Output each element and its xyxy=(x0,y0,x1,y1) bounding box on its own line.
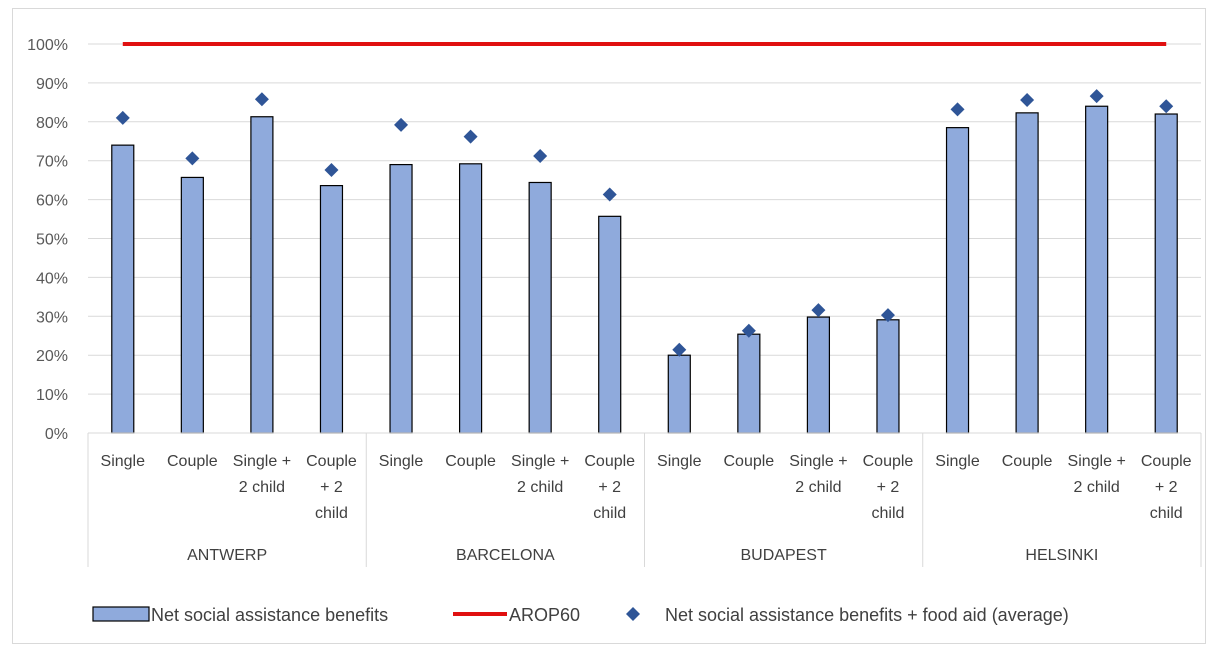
y-tick-label: 40% xyxy=(36,270,68,287)
bar xyxy=(737,333,761,434)
bar xyxy=(667,354,691,434)
x-category-label: Couple xyxy=(445,453,496,470)
y-tick-label: 30% xyxy=(36,309,68,326)
x-category-label: child xyxy=(1150,505,1183,522)
x-category-label: Couple xyxy=(1141,453,1192,470)
bar xyxy=(319,184,344,434)
diamond-marker xyxy=(254,92,269,107)
diamond-marker xyxy=(533,149,548,164)
diamond-marker xyxy=(880,308,895,323)
x-category-label: Single xyxy=(935,453,980,470)
x-group-label: BARCELONA xyxy=(456,547,555,564)
diamond-marker xyxy=(602,187,617,202)
x-category-label: + 2 xyxy=(320,479,343,496)
diamond-marker xyxy=(811,303,826,318)
x-category-label: child xyxy=(315,505,348,522)
chart: 0% 10% 20% 30% 40% 50% 60% 70% 80% 90% 100% Single… xyxy=(27,37,1202,625)
x-group-label: HELSINKI xyxy=(1025,547,1098,564)
x-group-label: ANTWERP xyxy=(187,547,267,564)
bar xyxy=(806,316,831,434)
y-tick-label: 0% xyxy=(45,426,68,443)
x-category-label: + 2 xyxy=(1155,479,1178,496)
bar xyxy=(945,127,970,434)
bar xyxy=(389,163,413,434)
legend-marker-swatch xyxy=(626,607,640,621)
x-category-label: + 2 xyxy=(598,479,621,496)
x-category-label: 2 child xyxy=(517,479,563,496)
y-tick-label: 60% xyxy=(36,193,68,210)
bar xyxy=(876,319,900,434)
bar xyxy=(458,163,483,434)
x-axis: Single Couple Single + 2 child Couple + 2 chil… xyxy=(87,432,1202,567)
diamond-marker xyxy=(672,342,687,357)
y-tick-label: 20% xyxy=(36,348,68,365)
chart-frame: 0% 10% 20% 30% 40% 50% 60% 70% 80% 90% 100% Single… xyxy=(12,8,1206,644)
x-category-label: Couple xyxy=(863,453,914,470)
x-category-label: 2 child xyxy=(795,479,841,496)
x-category-label: Couple xyxy=(584,453,635,470)
x-category-label: + 2 xyxy=(877,479,900,496)
bar xyxy=(528,181,552,434)
x-category-label: 2 child xyxy=(1074,479,1120,496)
y-tick-label: 80% xyxy=(36,115,68,132)
x-category-label: Couple xyxy=(723,453,774,470)
y-tick-label: 100% xyxy=(27,37,68,54)
marker-series xyxy=(115,89,1174,357)
diamond-marker xyxy=(950,102,965,117)
x-category-label: Couple xyxy=(1002,453,1053,470)
bar xyxy=(250,116,274,434)
legend-label: Net social assistance benefits + food ai… xyxy=(665,605,1069,625)
bar xyxy=(1154,113,1178,434)
y-tick-label: 70% xyxy=(36,154,68,171)
diamond-marker xyxy=(1020,93,1035,108)
x-group-label: BUDAPEST xyxy=(741,547,827,564)
x-category-label: Single xyxy=(101,453,146,470)
bar xyxy=(180,176,204,434)
legend-label: AROP60 xyxy=(509,605,580,625)
legend: Net social assistance benefits AROP60 Net … xyxy=(92,605,1069,625)
diamond-marker xyxy=(115,110,130,125)
x-category-label: 2 child xyxy=(239,479,285,496)
y-axis: 0% 10% 20% 30% 40% 50% 60% 70% 80% 90% 100% xyxy=(27,37,68,443)
diamond-marker xyxy=(463,129,478,144)
x-category-label: Couple xyxy=(167,453,218,470)
x-category-label: Single + xyxy=(1068,453,1126,470)
bar xyxy=(1085,105,1109,434)
x-category-label: Couple xyxy=(306,453,357,470)
diamond-marker xyxy=(324,163,339,178)
x-category-label: child xyxy=(593,505,626,522)
x-category-label: child xyxy=(872,505,905,522)
x-category-label: Single xyxy=(657,453,702,470)
diamond-marker xyxy=(185,151,200,166)
bar xyxy=(598,215,622,434)
diamond-marker xyxy=(1089,89,1104,104)
x-category-label: Single xyxy=(379,453,424,470)
x-category-label: Single + xyxy=(511,453,569,470)
diamond-marker xyxy=(1159,99,1174,114)
y-tick-label: 90% xyxy=(36,76,68,93)
bar-series xyxy=(111,105,1178,434)
legend-bar-swatch xyxy=(92,606,150,622)
x-category-label: Single + xyxy=(789,453,847,470)
bar xyxy=(1015,112,1039,434)
legend-label: Net social assistance benefits xyxy=(151,605,388,625)
y-tick-label: 10% xyxy=(36,387,68,404)
bar xyxy=(111,144,135,434)
diamond-marker xyxy=(741,323,756,338)
diamond-marker xyxy=(394,117,409,132)
x-category-label: Single + xyxy=(233,453,291,470)
y-tick-label: 50% xyxy=(36,232,68,249)
